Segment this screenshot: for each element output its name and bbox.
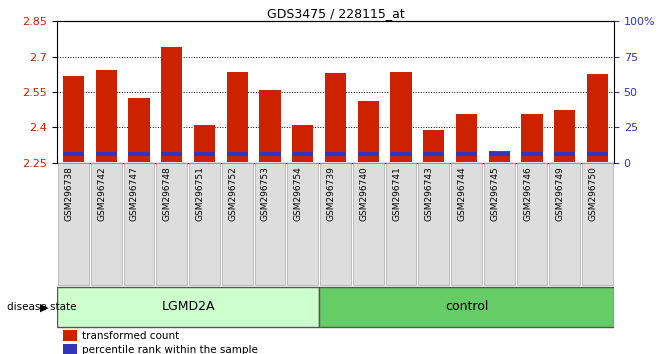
Text: GSM296738: GSM296738 — [64, 166, 73, 221]
Text: GSM296744: GSM296744 — [458, 166, 466, 221]
FancyBboxPatch shape — [353, 163, 384, 285]
Bar — [194, 125, 215, 162]
FancyBboxPatch shape — [419, 163, 449, 285]
Text: GSM296739: GSM296739 — [327, 166, 336, 221]
Bar — [292, 125, 313, 162]
Text: GSM296750: GSM296750 — [588, 166, 598, 221]
Bar — [62, 344, 76, 354]
FancyBboxPatch shape — [156, 163, 187, 285]
Text: GSM296753: GSM296753 — [261, 166, 270, 221]
FancyBboxPatch shape — [319, 287, 614, 327]
Bar — [259, 152, 280, 156]
FancyBboxPatch shape — [222, 163, 252, 285]
Bar — [587, 152, 608, 156]
Text: GSM296745: GSM296745 — [491, 166, 499, 221]
Bar — [391, 152, 412, 156]
Bar — [391, 72, 412, 162]
Bar — [194, 152, 215, 156]
Text: GSM296751: GSM296751 — [195, 166, 205, 221]
Bar — [423, 130, 444, 162]
Bar — [554, 152, 576, 156]
FancyBboxPatch shape — [57, 287, 319, 327]
Bar — [358, 102, 379, 162]
Bar — [488, 152, 510, 156]
Bar — [259, 90, 280, 162]
Text: GSM296740: GSM296740 — [359, 166, 368, 221]
Bar — [95, 152, 117, 156]
Bar — [587, 74, 608, 162]
Text: disease state: disease state — [7, 302, 76, 312]
Bar — [456, 114, 477, 162]
Text: LGMD2A: LGMD2A — [161, 300, 215, 313]
Bar — [325, 152, 346, 156]
FancyBboxPatch shape — [386, 163, 417, 285]
Text: ▶: ▶ — [40, 302, 48, 312]
FancyBboxPatch shape — [58, 163, 89, 285]
Text: GSM296747: GSM296747 — [130, 166, 139, 221]
FancyBboxPatch shape — [484, 163, 515, 285]
Text: control: control — [445, 300, 488, 313]
FancyBboxPatch shape — [254, 163, 285, 285]
Title: GDS3475 / 228115_at: GDS3475 / 228115_at — [266, 7, 405, 20]
Bar — [325, 73, 346, 162]
FancyBboxPatch shape — [320, 163, 351, 285]
Bar — [521, 114, 543, 162]
Bar — [488, 151, 510, 162]
FancyBboxPatch shape — [550, 163, 580, 285]
FancyBboxPatch shape — [91, 163, 121, 285]
Text: GSM296754: GSM296754 — [294, 166, 303, 221]
FancyBboxPatch shape — [517, 163, 548, 285]
Text: GSM296752: GSM296752 — [228, 166, 238, 221]
Bar — [227, 152, 248, 156]
Bar — [63, 152, 84, 156]
Bar — [62, 330, 76, 341]
Text: GSM296741: GSM296741 — [392, 166, 401, 221]
FancyBboxPatch shape — [123, 163, 154, 285]
FancyBboxPatch shape — [582, 163, 613, 285]
FancyBboxPatch shape — [189, 163, 220, 285]
Bar — [456, 152, 477, 156]
Bar — [128, 152, 150, 156]
Text: GSM296748: GSM296748 — [162, 166, 172, 221]
Text: percentile rank within the sample: percentile rank within the sample — [82, 345, 258, 354]
Bar — [63, 75, 84, 162]
Bar — [161, 152, 183, 156]
FancyBboxPatch shape — [451, 163, 482, 285]
Bar — [161, 47, 183, 162]
Bar — [521, 152, 543, 156]
FancyBboxPatch shape — [287, 163, 318, 285]
Bar — [423, 152, 444, 156]
Bar — [554, 110, 576, 162]
Text: GSM296746: GSM296746 — [523, 166, 532, 221]
Bar — [292, 152, 313, 156]
Bar — [128, 98, 150, 162]
Text: GSM296743: GSM296743 — [425, 166, 433, 221]
Text: GSM296749: GSM296749 — [556, 166, 565, 221]
Bar — [95, 70, 117, 162]
Text: GSM296742: GSM296742 — [97, 166, 106, 221]
Bar — [358, 152, 379, 156]
Text: transformed count: transformed count — [82, 331, 179, 341]
Bar — [227, 72, 248, 162]
